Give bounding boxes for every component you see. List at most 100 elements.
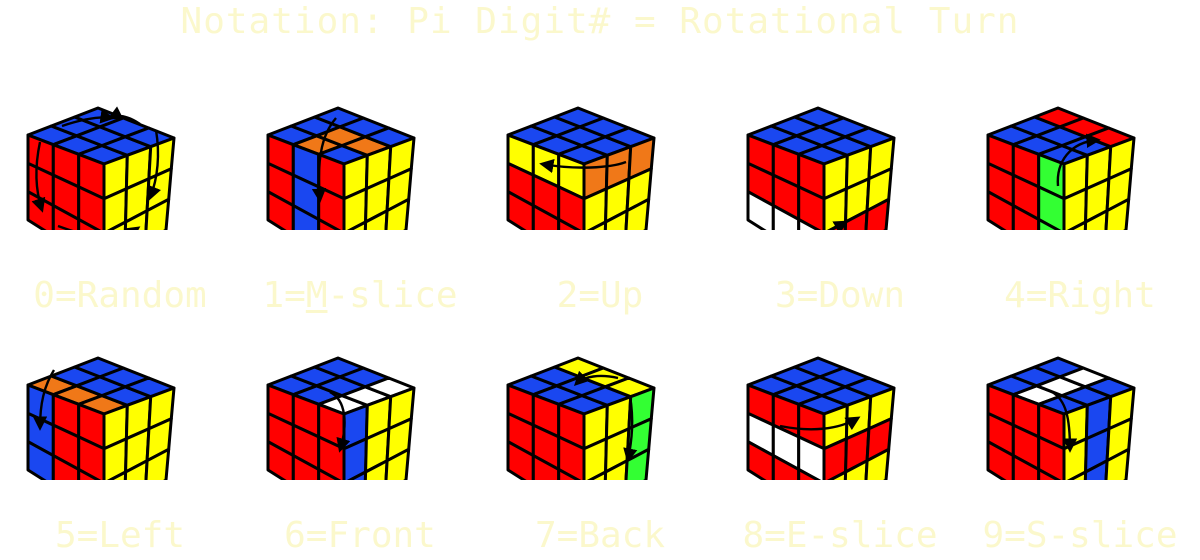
cube-8-front-sticker-red [771,454,801,480]
cube-5-turn-arrow-0 [32,369,56,431]
cube-3-drawing [746,106,896,230]
cube-4-right-sticker-yellow [1104,197,1131,230]
cube-2-turn-arrow-0 [539,158,627,174]
cube-2-right-sticker-yellow [587,220,608,230]
cube-8-front-sticker-white [797,435,826,480]
cube-2-front-sticker-red [557,217,582,230]
cube-6-right-sticker-blue [347,470,368,480]
cube-0-turn-arrow-0 [31,141,46,213]
label-9: 9=S-slice [982,515,1178,556]
cube-5-right-sticker-yellow [107,470,128,480]
label-1: 1=M-slice [262,275,458,316]
cube-3-right-sticker-red [843,209,869,230]
cube-2-front-sticker-red [506,190,535,230]
label-8: 8=E-slice [742,515,938,556]
cube-6-front-sticker-red [317,467,342,480]
cube-9-right-sticker-yellow [1104,447,1131,480]
cube-1-turn-arrow-0 [311,117,337,203]
cube-7-front-sticker-red [557,467,582,480]
cube-4-turn-arrow-0 [1056,133,1101,187]
cube-9-right-sticker-yellow [1067,470,1088,480]
cube-3-front-sticker-white [771,204,801,230]
cube-9-right-sticker-blue [1083,459,1109,480]
cube-7-front-sticker-red [531,454,561,480]
cube-1-drawing [266,106,416,230]
cube-1-right-sticker-yellow [384,197,411,230]
cube-2-right-sticker-yellow [603,209,629,230]
cube-7-turn-arrow-1 [623,395,638,463]
cube-4-front-sticker-green [1037,185,1066,230]
cube-0-right-sticker-yellow [107,220,128,230]
cube-cell-9: 9=S-slice [960,300,1200,560]
cube-9-drawing [986,356,1136,480]
cube-2-front-sticker-red [531,204,561,230]
cube-6-right-sticker-yellow [384,447,411,480]
cube-2-right-sticker-yellow [624,197,651,230]
cube-7-right-sticker-green [624,447,651,480]
cube-7-drawing [506,356,656,480]
cube-7-turn-arrow-0 [573,370,619,387]
cube-1-right-sticker-yellow [363,209,389,230]
cube-6-turn-arrow-0 [329,390,351,453]
cube-3-right-sticker-red [864,197,891,230]
page-title: Notation: Pi Digit# = Rotational Turn [180,1,1020,42]
cube-5-drawing [26,356,176,480]
cube-4-right-sticker-yellow [1083,209,1109,230]
cube-0-turn-arrow-4 [57,224,74,230]
cube-cell-8: 8=E-slice [720,300,960,560]
cube-0-front-sticker-red [77,185,106,230]
cube-8-drawing [746,356,896,480]
cube-2-drawing [506,106,656,230]
cube-0-turn-arrow-5 [124,226,141,230]
cube-cell-2: 2=Up [480,50,720,316]
label-5: 5=Left [54,515,186,556]
cube-7-front-sticker-red [506,440,535,480]
cube-5-front-sticker-red [77,467,102,480]
cube-5-front-sticker-red [77,435,106,480]
cube-4-front-sticker-red [1011,204,1041,230]
cube-0-front-sticker-red [51,204,81,230]
label-0: 0=Random [33,275,207,316]
cube-3-front-sticker-red [797,185,826,230]
cube-8-right-sticker-yellow [843,459,869,480]
cube-5-front-sticker-blue [26,440,55,480]
cube-7-front-sticker-red [557,435,586,480]
cube-6-drawing [266,356,416,480]
cube-9-turn-arrow-0 [1051,390,1078,453]
cube-8-turn-arrow-0 [779,416,861,431]
cube-4-front-sticker-green [1037,217,1062,230]
cube-8-right-sticker-yellow [827,470,848,480]
cube-cell-7: 7=Back [480,300,720,560]
cube-cell-0: 0=Random [0,50,240,316]
cube-6-right-sticker-yellow [363,459,389,480]
cube-cell-6: 6=Front [240,300,480,560]
label-4: 4=Right [1004,275,1156,316]
cube-1-front-sticker-red [266,190,295,230]
cube-0-turn-arrow-3 [107,106,141,125]
cube-0-right-sticker-yellow [144,197,171,230]
cube-8-front-sticker-red [797,467,822,480]
label-7: 7=Back [534,515,666,556]
cube-1-front-sticker-blue [291,204,321,230]
cube-8-front-sticker-red [746,440,775,480]
cube-5-right-sticker-yellow [144,447,171,480]
cube-0-front-sticker-red [77,217,102,230]
cube-8-right-sticker-yellow [864,447,891,480]
cube-4-right-sticker-yellow [1067,220,1088,230]
cube-5-right-sticker-yellow [123,459,149,480]
label-6: 6=Front [284,515,436,556]
cube-0-turn-arrow-2 [147,129,161,201]
cube-7-right-sticker-yellow [587,470,608,480]
cube-cell-5: 5=Left [0,300,240,560]
label-3: 3=Down [774,275,906,316]
cube-0-right-sticker-yellow [123,209,149,230]
cube-cell-3: 3=Down [720,50,960,316]
cube-6-front-sticker-red [266,440,295,480]
cube-cell-1: 1=M-slice [240,50,480,316]
cube-4-drawing [986,106,1136,230]
label-2: 2=Up [556,275,644,316]
cube-4-front-sticker-red [986,190,1015,230]
cube-3-front-sticker-white [746,190,775,230]
cube-7-right-sticker-yellow [603,459,629,480]
cube-9-front-sticker-red [986,440,1015,480]
